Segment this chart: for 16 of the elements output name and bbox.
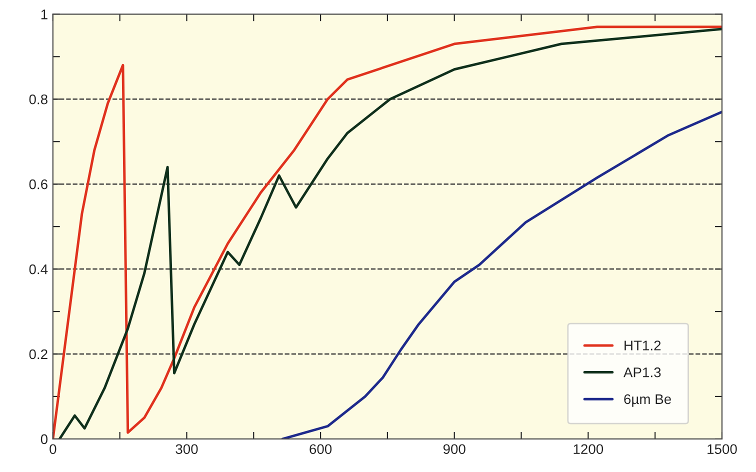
- y-tick-label: 0.6: [29, 179, 48, 190]
- x-tick-label: 900: [443, 444, 466, 454]
- y-tick-label: 0.2: [29, 349, 48, 360]
- x-tick-label: 0: [50, 444, 56, 454]
- legend-label: AP1.3: [623, 367, 661, 378]
- y-tick-label: 0.8: [29, 94, 48, 104]
- y-tick-label: 1: [41, 10, 48, 20]
- legend-label: HT1.2: [624, 340, 661, 350]
- y-tick-label: 0: [40, 434, 48, 444]
- line-series: [281, 110, 722, 439]
- legend-label: 6µm Be: [624, 394, 671, 407]
- y-tick-label: 0.4: [29, 264, 48, 274]
- x-tick-label: 1500: [708, 444, 737, 454]
- x-tick-label: 300: [176, 444, 198, 454]
- x-tick-label: 1200: [574, 444, 604, 454]
- x-tick-label: 600: [310, 444, 332, 454]
